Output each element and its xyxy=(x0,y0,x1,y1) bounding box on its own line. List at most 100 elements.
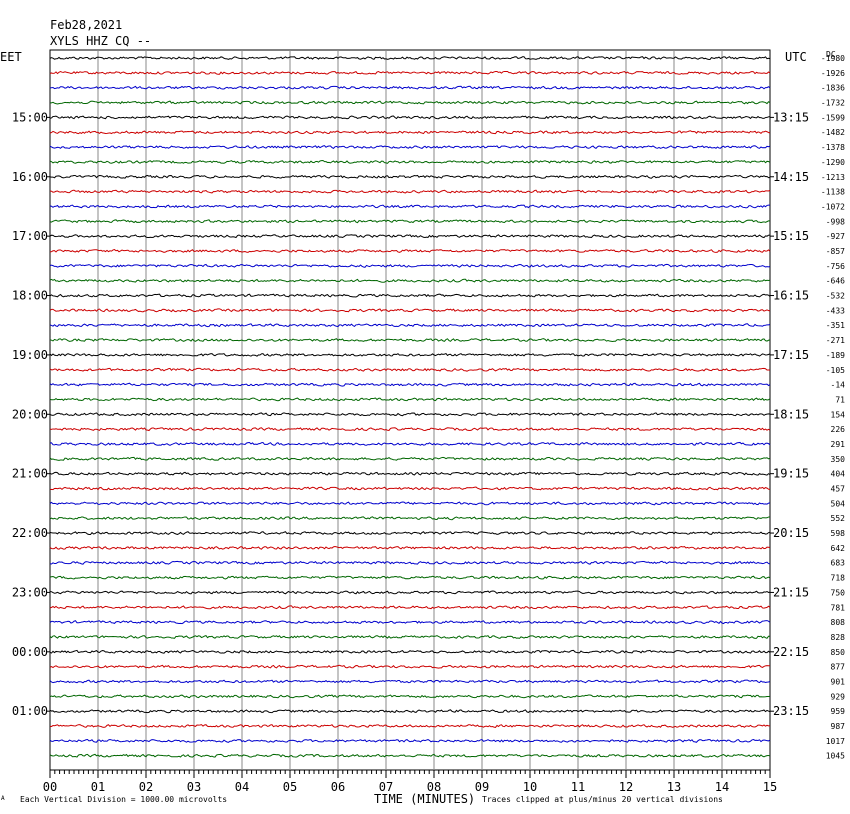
dc-offset-label: -1378 xyxy=(821,143,845,152)
trace-line xyxy=(49,308,771,313)
dc-offset-label: -1213 xyxy=(821,173,845,182)
x-tick-label: 03 xyxy=(187,780,201,794)
trace-line xyxy=(49,531,771,536)
trace-line xyxy=(49,679,771,684)
trace-line xyxy=(49,278,771,283)
trace-line xyxy=(49,560,771,565)
dc-offset-label: 552 xyxy=(831,514,846,523)
trace-line xyxy=(49,664,771,669)
trace-line xyxy=(49,323,771,328)
right-hour-label: 20:15 xyxy=(773,526,809,540)
trace-line xyxy=(49,738,771,743)
right-hour-label: 16:15 xyxy=(773,289,809,303)
right-hour-label: 15:15 xyxy=(773,229,809,243)
right-hour-label: 22:15 xyxy=(773,645,809,659)
dc-offset-label: 1017 xyxy=(826,737,845,746)
left-hour-label: 15:00 xyxy=(12,110,48,124)
dc-offset-label: -105 xyxy=(826,366,845,375)
x-tick-label: 00 xyxy=(43,780,57,794)
trace-line xyxy=(49,293,771,298)
trace-line xyxy=(49,249,771,253)
trace-line xyxy=(49,352,771,357)
dc-offset-label: 718 xyxy=(831,574,846,583)
trace-line xyxy=(49,397,771,402)
dc-offset-label: 683 xyxy=(831,559,846,568)
trace-line xyxy=(49,145,771,149)
dc-offset-label: -271 xyxy=(826,336,845,345)
station-code: XYLS HHZ CQ -- xyxy=(50,34,152,48)
dc-offset-label: -1836 xyxy=(821,84,845,93)
clip-note: Traces clipped at plus/minus 20 vertical… xyxy=(482,795,723,804)
x-tick-label: 14 xyxy=(715,780,729,794)
left-hour-label: 19:00 xyxy=(12,348,48,362)
left-hour-label: 17:00 xyxy=(12,229,48,243)
dc-offset-label: -1482 xyxy=(821,128,845,137)
trace-line xyxy=(49,263,771,268)
right-hour-label: 17:15 xyxy=(773,348,809,362)
trace-line xyxy=(49,753,771,758)
trace-line xyxy=(49,115,771,120)
trace-line xyxy=(49,412,771,417)
x-tick-label: 11 xyxy=(571,780,585,794)
plot-frame xyxy=(49,49,771,771)
trace-line xyxy=(49,516,771,521)
dc-offset-label: 781 xyxy=(831,603,846,612)
right-hour-label: 14:15 xyxy=(773,170,809,184)
trace-line xyxy=(49,486,771,491)
left-hour-label: 01:00 xyxy=(12,704,48,718)
trace-line xyxy=(49,70,771,75)
trace-line xyxy=(49,338,771,342)
plot-date: Feb28,2021 xyxy=(50,18,123,32)
left-hour-label: 22:00 xyxy=(12,526,48,540)
trace-line xyxy=(49,204,771,209)
dc-offset-label: 750 xyxy=(831,588,846,597)
trace-line xyxy=(49,709,771,714)
dc-header-label: DC xyxy=(826,50,836,59)
right-hour-label: 13:15 xyxy=(773,110,809,124)
trace-line xyxy=(49,590,771,595)
dc-offset-label: 1045 xyxy=(826,752,845,761)
dc-offset-label: 850 xyxy=(831,648,846,657)
dc-offset-label: -1599 xyxy=(821,113,845,122)
dc-offset-label: 226 xyxy=(831,425,846,434)
dc-offset-label: -1732 xyxy=(821,99,845,108)
trace-line xyxy=(49,456,771,461)
x-tick-label: 05 xyxy=(283,780,297,794)
trace-line xyxy=(49,234,771,239)
dc-offset-label: 987 xyxy=(831,722,846,731)
dc-offset-label: -1290 xyxy=(821,158,845,167)
x-tick-label: 10 xyxy=(523,780,537,794)
dc-offset-label: -1926 xyxy=(821,69,845,78)
trace-line xyxy=(49,85,771,90)
scale-note: Each Vertical Division = 1000.00 microvo… xyxy=(20,795,228,804)
dc-offset-label: -1980 xyxy=(821,54,845,63)
dc-offset-label: 828 xyxy=(831,633,846,642)
dc-offset-label: 291 xyxy=(831,440,846,449)
trace-line xyxy=(49,174,771,179)
left-timezone-label: EET xyxy=(0,50,22,64)
x-tick-label: 01 xyxy=(91,780,105,794)
dc-offset-label: -351 xyxy=(826,321,845,330)
right-hour-label: 21:15 xyxy=(773,585,809,599)
dc-offset-label: -1072 xyxy=(821,202,845,211)
right-hour-label: 18:15 xyxy=(773,407,809,421)
trace-line xyxy=(49,160,771,164)
dc-offset-label: 959 xyxy=(831,707,846,716)
dc-offset-label: -857 xyxy=(826,247,845,256)
trace-line xyxy=(49,605,771,610)
dc-offset-label: 901 xyxy=(831,678,846,687)
trace-line xyxy=(49,189,771,194)
dc-offset-label: 350 xyxy=(831,455,846,464)
trace-line xyxy=(49,694,771,699)
x-tick-label: 04 xyxy=(235,780,249,794)
trace-line xyxy=(49,649,771,654)
x-tick-label: 07 xyxy=(379,780,393,794)
trace-line xyxy=(49,545,771,550)
dc-offset-label: -189 xyxy=(826,351,845,360)
trace-line xyxy=(50,724,771,728)
x-tick-label: 12 xyxy=(619,780,633,794)
trace-line xyxy=(49,427,771,432)
dc-offset-label: 808 xyxy=(831,618,846,627)
x-tick-label: 13 xyxy=(667,780,681,794)
